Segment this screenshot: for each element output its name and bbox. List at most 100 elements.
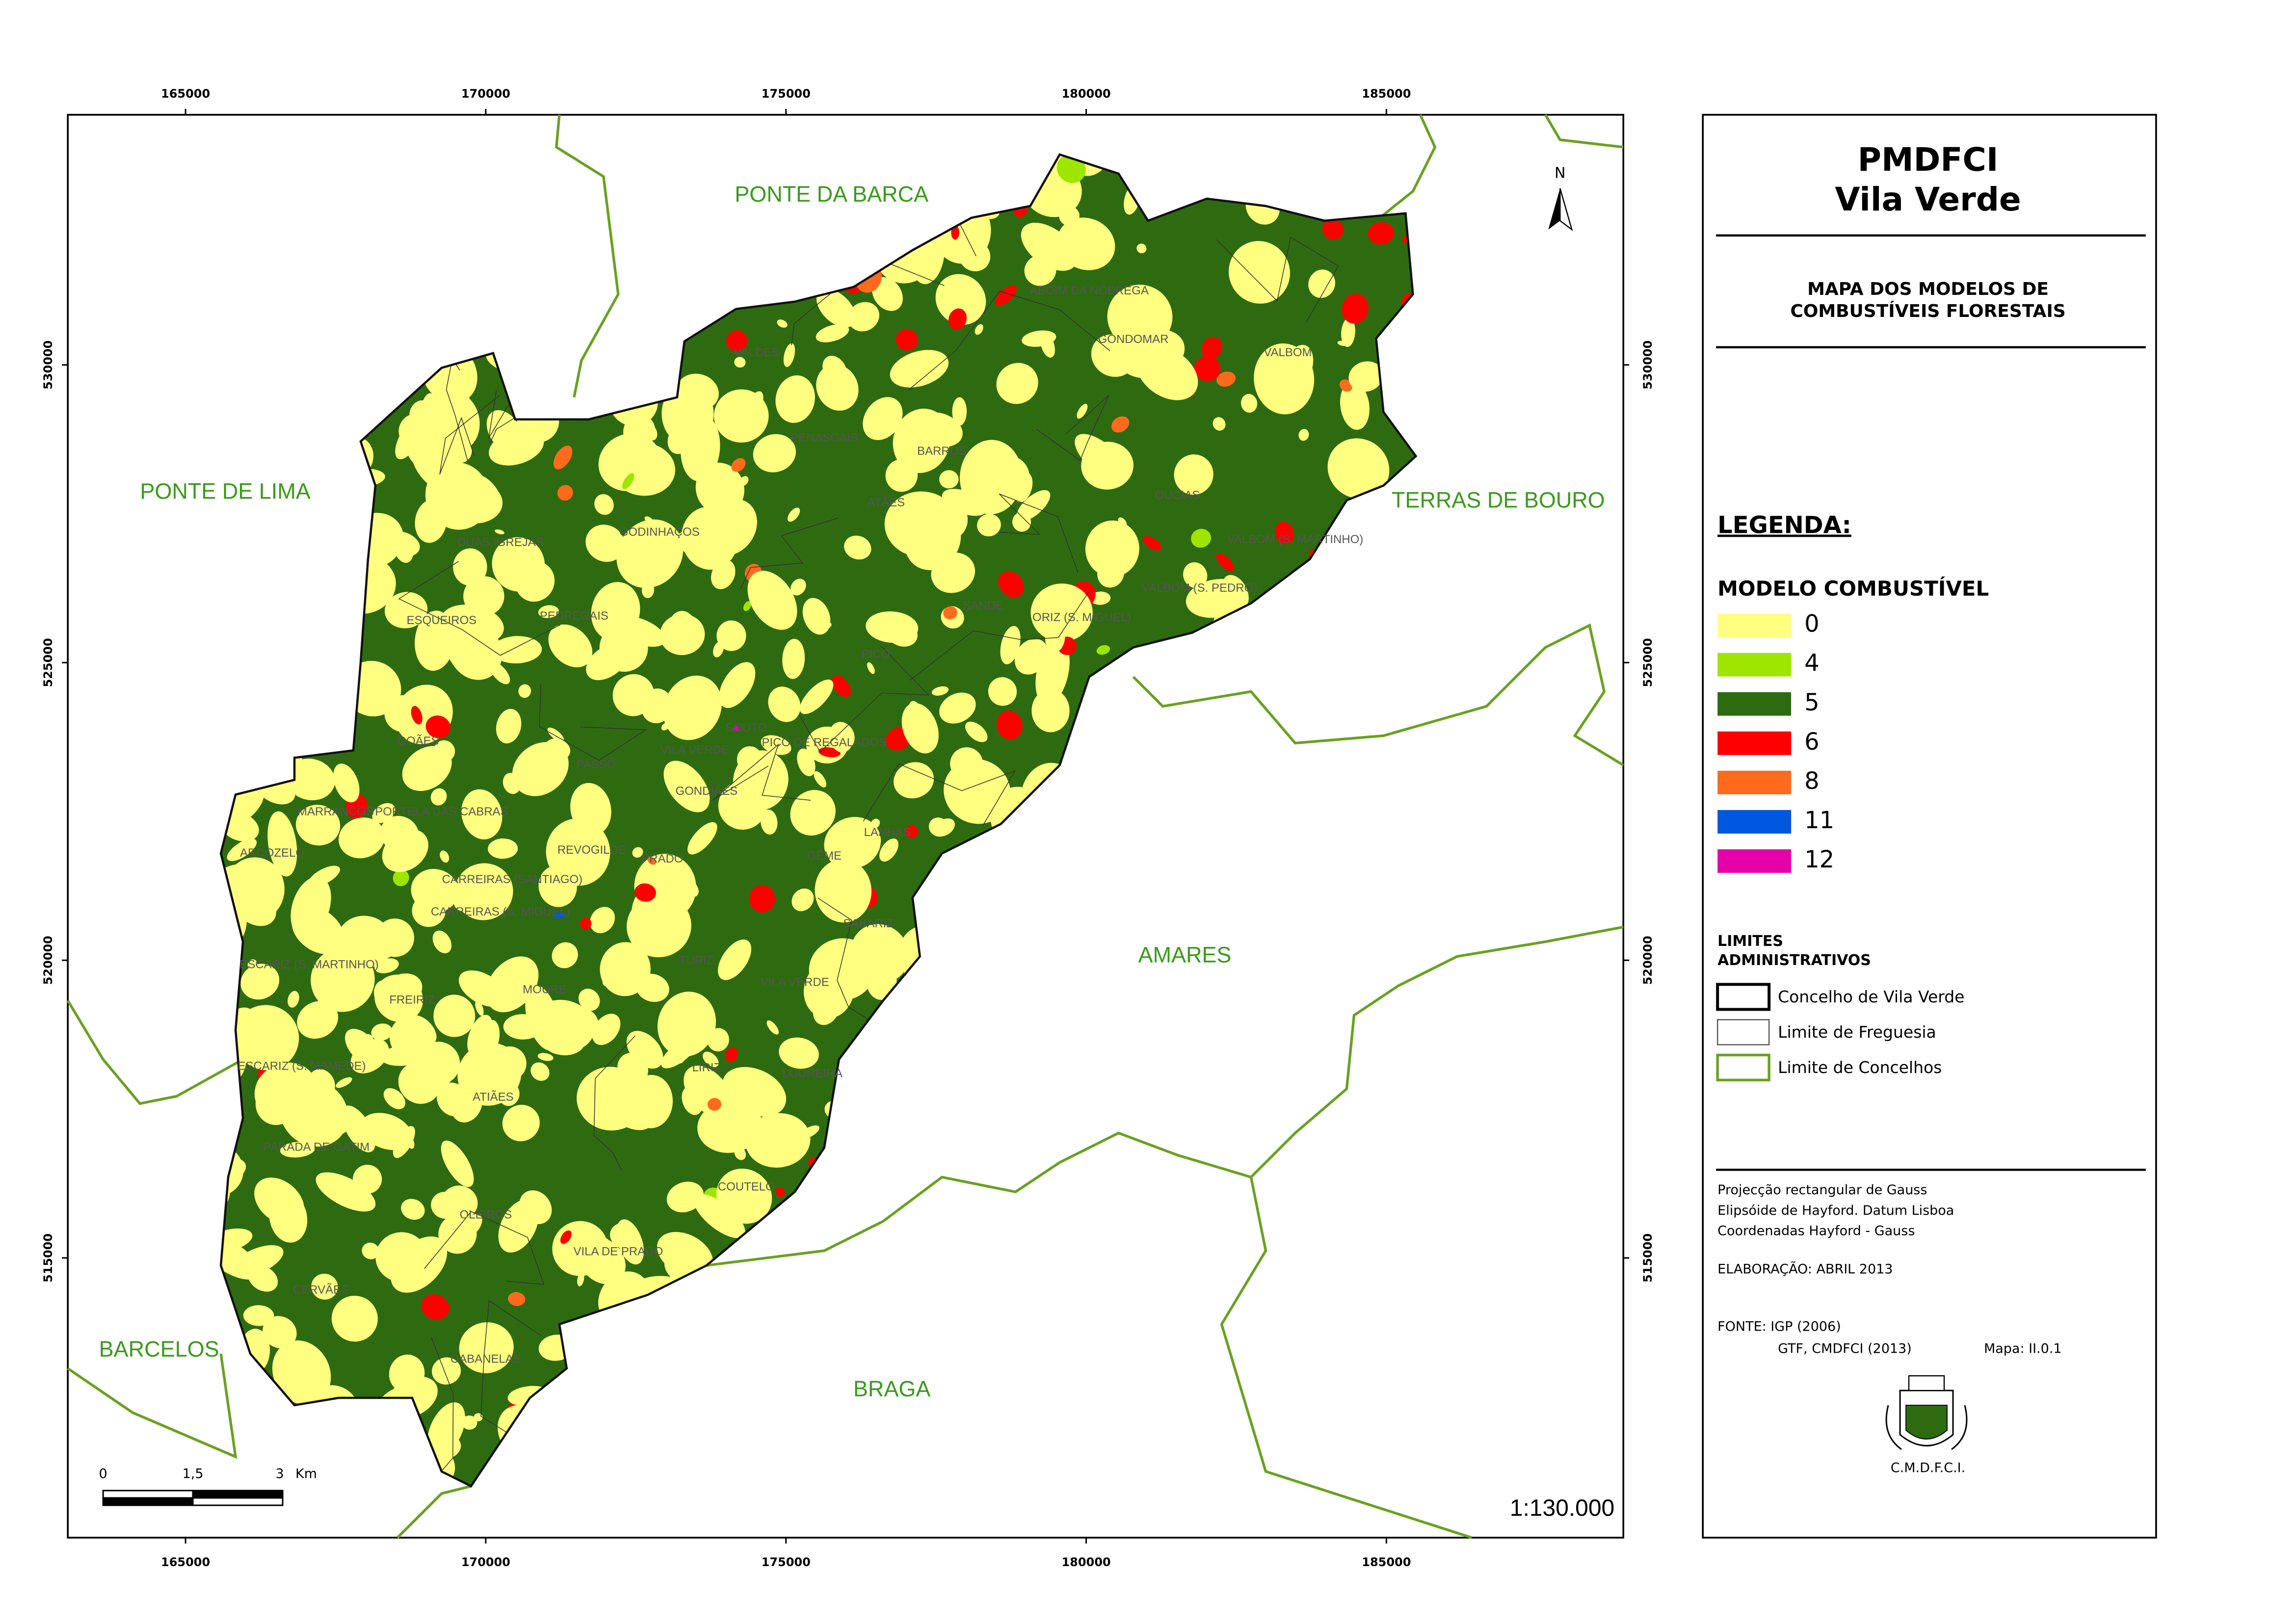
fuel-patch <box>668 611 697 647</box>
fuel-patch <box>1097 559 1124 588</box>
fuel-patch <box>391 1236 448 1293</box>
fuel-patch <box>935 274 986 325</box>
parish-name: GODINHAÇOS <box>619 525 700 539</box>
fuel-patch <box>297 1001 339 1039</box>
fuel-patch <box>641 688 673 724</box>
fuel-patch <box>1118 517 1127 527</box>
fuel-patch <box>996 710 1023 740</box>
parish-name: SOUTO <box>725 721 767 734</box>
parish-name: VALBOM (S. PEDRO) <box>1142 581 1257 595</box>
scale-bar <box>192 1497 284 1506</box>
parish-name: GONDOMAR <box>1098 333 1169 346</box>
fuel-patch <box>1191 528 1211 548</box>
parish-limit <box>712 743 811 801</box>
fuel-patch <box>382 829 428 872</box>
fuel-patch <box>735 1124 756 1144</box>
parish-name: BARROS <box>917 445 967 458</box>
fuel-patch <box>454 863 513 920</box>
parish-name: MARRANCOS <box>297 805 374 818</box>
fuel-patch <box>1213 417 1226 431</box>
fuel-patch <box>965 721 988 742</box>
scale-label: Km <box>295 1466 317 1482</box>
parish-limit <box>424 1211 545 1285</box>
fuel-patch <box>1298 429 1309 441</box>
fuel-patch <box>374 958 399 973</box>
fuel-patch <box>323 1115 351 1137</box>
fuel-patch <box>492 636 542 664</box>
fuel-patch <box>632 847 643 858</box>
note: Projecção rectangular de Gauss <box>1717 1182 1927 1198</box>
fuel-patch <box>433 995 475 1037</box>
fuel-patch <box>560 1230 572 1244</box>
fuel-patch <box>453 548 487 586</box>
fuel-patch <box>1368 222 1394 245</box>
legend-heading: LEGENDA: <box>1717 512 1851 539</box>
north-arrow <box>1548 188 1560 230</box>
parish-name: PENASCAIS <box>791 431 858 445</box>
fuel-patch <box>422 389 480 453</box>
note: FONTE: IGP (2006) <box>1717 1319 1841 1335</box>
fuel-patch <box>467 1015 493 1056</box>
fuel-patch <box>777 319 788 328</box>
legend-swatch <box>1717 692 1792 716</box>
fuel-patch <box>312 1364 322 1372</box>
parish-name: OUCIAS <box>1155 489 1200 502</box>
fuel-patch <box>502 773 521 794</box>
fuel-patch <box>905 824 918 838</box>
fuel-patch <box>866 611 919 643</box>
fuel-patch <box>496 708 522 744</box>
y-coordinate: 530000 <box>1641 340 1655 390</box>
parish-limit <box>439 395 500 475</box>
fuel-patch <box>890 350 949 388</box>
fuel-patch <box>647 857 657 865</box>
legend-label: 8 <box>1804 767 1820 795</box>
fuel-patch <box>427 1402 465 1457</box>
note: Coordenadas Hayford - Gauss <box>1717 1224 1915 1239</box>
fuel-patch <box>431 1192 460 1219</box>
parish-name: LANHAS <box>864 826 911 839</box>
legend-label: 4 <box>1804 650 1820 677</box>
limits-heading: ADMINISTRATIVOS <box>1717 952 1871 969</box>
scale-label: 0 <box>99 1466 107 1482</box>
fuel-patch <box>393 869 409 887</box>
fuel-patch <box>1240 393 1258 413</box>
y-coordinate: 530000 <box>41 340 55 390</box>
x-coordinate: 170000 <box>461 87 510 101</box>
note: ELABORAÇÃO: ABRIL 2013 <box>1717 1261 1893 1277</box>
fuel-patch <box>641 582 655 599</box>
legend-swatch <box>1717 653 1792 677</box>
fuel-patch <box>291 906 344 954</box>
scale-label: 3 <box>275 1466 284 1482</box>
fuel-patch <box>630 1074 673 1128</box>
title: PMDFCI <box>1858 141 1999 179</box>
fuel-patch <box>915 248 934 265</box>
fuel-patch <box>884 491 959 557</box>
parish-limit <box>1216 236 1339 323</box>
fuel-patch <box>975 324 983 335</box>
fuel-patch <box>1340 381 1370 430</box>
note: GTF, CMDFCI (2013) <box>1778 1341 1912 1357</box>
fuel-patch <box>901 703 939 754</box>
fuel-patch <box>1342 293 1369 324</box>
fuel-patch <box>311 1274 338 1300</box>
fuel-patch <box>462 1213 482 1237</box>
fuel-patch <box>1222 575 1249 608</box>
map-title: COMBUSTÍVEIS FLORESTAIS <box>1790 301 2065 321</box>
parish-name: ESQUEIROS <box>407 614 477 627</box>
parish-name: OLEIROS <box>460 1208 512 1222</box>
fuel-patch <box>495 529 504 534</box>
map-title: MAPA DOS MODELOS DE <box>1807 279 2049 299</box>
fuel-patch <box>790 790 836 836</box>
fuel-patch <box>813 995 840 1025</box>
fuel-patch <box>417 1042 460 1085</box>
fuel-patch <box>1012 512 1031 532</box>
fuel-patch <box>998 571 1024 598</box>
fuel-patch <box>952 397 967 426</box>
fuel-patch <box>518 684 531 698</box>
north-label: N <box>1555 164 1565 182</box>
legend-swatch <box>1717 770 1792 794</box>
fuel-patch <box>557 485 573 501</box>
fuel-patch <box>221 1228 253 1252</box>
fuel-patch <box>833 723 844 733</box>
north-arrow <box>1559 188 1573 231</box>
